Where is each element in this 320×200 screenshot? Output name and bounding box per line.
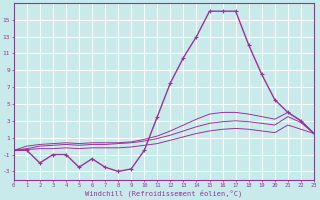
X-axis label: Windchill (Refroidissement éolien,°C): Windchill (Refroidissement éolien,°C) bbox=[85, 190, 243, 197]
